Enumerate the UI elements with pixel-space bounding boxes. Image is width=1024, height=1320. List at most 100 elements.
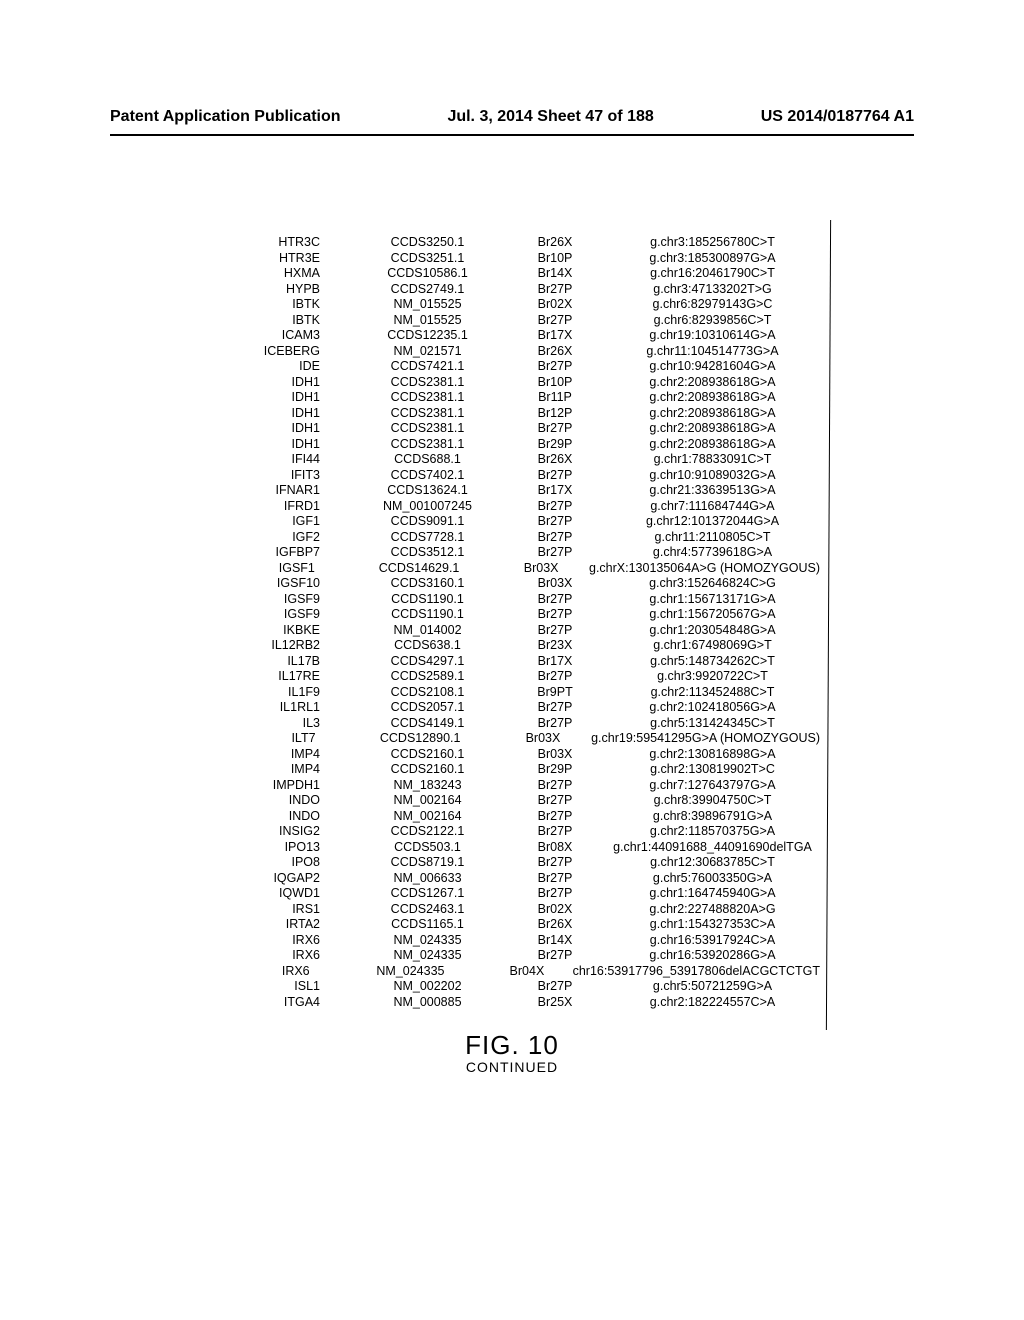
table-row: HTR3ECCDS3251.1Br10Pg.chr3:185300897G>A xyxy=(200,251,820,267)
sample-cell: Br27P xyxy=(505,809,605,825)
content-right-border xyxy=(826,220,831,1030)
variant-cell: g.chr2:208938618G>A xyxy=(605,406,820,422)
variant-cell: g.chr1:156713171G>A xyxy=(605,592,820,608)
accession-cell: CCDS2381.1 xyxy=(350,437,505,453)
table-row: IMPDH1NM_183243Br27Pg.chr7:127643797G>A xyxy=(200,778,820,794)
variant-cell: g.chr1:78833091C>T xyxy=(605,452,820,468)
accession-cell: CCDS2381.1 xyxy=(350,421,505,437)
variant-cell: g.chr2:130816898G>A xyxy=(605,747,820,763)
gene-cell: IRTA2 xyxy=(200,917,350,933)
table-row: IGF1CCDS9091.1Br27Pg.chr12:101372044G>A xyxy=(200,514,820,530)
gene-cell: IGSF9 xyxy=(200,592,350,608)
variant-cell: g.chr1:203054848G>A xyxy=(605,623,820,639)
table-row: IL3CCDS4149.1Br27Pg.chr5:131424345C>T xyxy=(200,716,820,732)
table-row: IKBKENM_014002Br27Pg.chr1:203054848G>A xyxy=(200,623,820,639)
sample-cell: Br27P xyxy=(505,700,605,716)
sample-cell: Br27P xyxy=(505,793,605,809)
accession-cell: CCDS3512.1 xyxy=(350,545,505,561)
accession-cell: NM_002202 xyxy=(350,979,505,995)
header-rule xyxy=(110,134,914,136)
table-row: INDONM_002164Br27Pg.chr8:39904750C>T xyxy=(200,793,820,809)
table-row: IMP4CCDS2160.1Br29Pg.chr2:130819902T>C xyxy=(200,762,820,778)
variant-cell: g.chr2:208938618G>A xyxy=(605,421,820,437)
accession-cell: CCDS14629.1 xyxy=(345,561,493,577)
sample-cell: Br27P xyxy=(505,359,605,375)
sample-cell: Br03X xyxy=(495,731,591,747)
table-row: HXMACCDS10586.1Br14Xg.chr16:20461790C>T xyxy=(200,266,820,282)
sample-cell: Br26X xyxy=(505,344,605,360)
accession-cell: CCDS4297.1 xyxy=(350,654,505,670)
sample-cell: Br02X xyxy=(505,902,605,918)
sample-cell: Br29P xyxy=(505,762,605,778)
accession-cell: CCDS2589.1 xyxy=(350,669,505,685)
variant-cell: g.chr21:33639513G>A xyxy=(605,483,820,499)
gene-cell: IDH1 xyxy=(200,375,350,391)
sample-cell: Br27P xyxy=(505,716,605,732)
gene-cell: IL12RB2 xyxy=(200,638,350,654)
gene-cell: IL3 xyxy=(200,716,350,732)
table-row: IFI44CCDS688.1Br26Xg.chr1:78833091C>T xyxy=(200,452,820,468)
accession-cell: CCDS7728.1 xyxy=(350,530,505,546)
gene-cell: IMP4 xyxy=(200,762,350,778)
accession-cell: CCDS638.1 xyxy=(350,638,505,654)
variant-cell: g.chr5:148734262C>T xyxy=(605,654,820,670)
gene-cell: ICEBERG xyxy=(200,344,350,360)
sample-cell: Br27P xyxy=(505,948,605,964)
gene-cell: ISL1 xyxy=(200,979,350,995)
variant-cell: g.chr19:10310614G>A xyxy=(605,328,820,344)
header-right: US 2014/0187764 A1 xyxy=(761,108,914,126)
gene-cell: IFI44 xyxy=(200,452,350,468)
sample-cell: Br17X xyxy=(505,483,605,499)
accession-cell: CCDS1267.1 xyxy=(350,886,505,902)
variant-cell: g.chr2:113452488C>T xyxy=(605,685,820,701)
gene-cell: IFNAR1 xyxy=(200,483,350,499)
accession-cell: CCDS2381.1 xyxy=(350,390,505,406)
gene-cell: HTR3C xyxy=(200,235,350,251)
table-row: ITGA4NM_000885Br25Xg.chr2:182224557C>A xyxy=(200,995,820,1011)
variant-cell: g.chr16:20461790C>T xyxy=(605,266,820,282)
accession-cell: CCDS1165.1 xyxy=(350,917,505,933)
table-row: IRX6NM_024335Br27Pg.chr16:53920286G>A xyxy=(200,948,820,964)
accession-cell: CCDS2122.1 xyxy=(350,824,505,840)
accession-cell: CCDS2108.1 xyxy=(350,685,505,701)
page-header: Patent Application Publication Jul. 3, 2… xyxy=(110,108,914,126)
variant-cell: g.chr3:152646824C>G xyxy=(605,576,820,592)
gene-cell: IMPDH1 xyxy=(200,778,350,794)
accession-cell: NM_000885 xyxy=(350,995,505,1011)
gene-cell: IL17RE xyxy=(200,669,350,685)
table-row: HYPBCCDS2749.1Br27Pg.chr3:47133202T>G xyxy=(200,282,820,298)
gene-cell: ITGA4 xyxy=(200,995,350,1011)
accession-cell: CCDS10586.1 xyxy=(350,266,505,282)
variant-cell: g.chr6:82979143G>C xyxy=(605,297,820,313)
table-row: HTR3CCCDS3250.1Br26Xg.chr3:185256780C>T xyxy=(200,235,820,251)
sample-cell: Br27P xyxy=(505,871,605,887)
variant-cell: g.chr5:76003350G>A xyxy=(605,871,820,887)
variant-cell: g.chr2:227488820A>G xyxy=(605,902,820,918)
gene-cell: HXMA xyxy=(200,266,350,282)
variant-cell: g.chr5:131424345C>T xyxy=(605,716,820,732)
variant-cell: g.chr7:111684744G>A xyxy=(605,499,820,515)
sample-cell: Br27P xyxy=(505,824,605,840)
sample-cell: Br14X xyxy=(505,266,605,282)
gene-cell: HTR3E xyxy=(200,251,350,267)
sample-cell: Br27P xyxy=(505,778,605,794)
variant-cell: g.chr16:53920286G>A xyxy=(605,948,820,964)
accession-cell: CCDS2749.1 xyxy=(350,282,505,298)
data-table: HTR3CCCDS3250.1Br26Xg.chr3:185256780C>TH… xyxy=(200,235,820,1010)
gene-cell: IL17B xyxy=(200,654,350,670)
accession-cell: CCDS9091.1 xyxy=(350,514,505,530)
table-row: IMP4CCDS2160.1Br03Xg.chr2:130816898G>A xyxy=(200,747,820,763)
variant-cell: g.chr10:91089032G>A xyxy=(605,468,820,484)
variant-cell: g.chrX:130135064A>G (HOMOZYGOUS) xyxy=(589,561,820,577)
accession-cell: NM_183243 xyxy=(350,778,505,794)
variant-cell: g.chr3:47133202T>G xyxy=(605,282,820,298)
table-row: IDH1CCDS2381.1Br10Pg.chr2:208938618G>A xyxy=(200,375,820,391)
variant-cell: g.chr2:208938618G>A xyxy=(605,375,820,391)
table-row: IL17BCCDS4297.1Br17Xg.chr5:148734262C>T xyxy=(200,654,820,670)
accession-cell: NM_015525 xyxy=(350,297,505,313)
accession-cell: CCDS688.1 xyxy=(350,452,505,468)
gene-cell: IKBKE xyxy=(200,623,350,639)
gene-cell: IDH1 xyxy=(200,406,350,422)
accession-cell: CCDS1190.1 xyxy=(350,607,505,623)
sample-cell: Br9PT xyxy=(505,685,605,701)
